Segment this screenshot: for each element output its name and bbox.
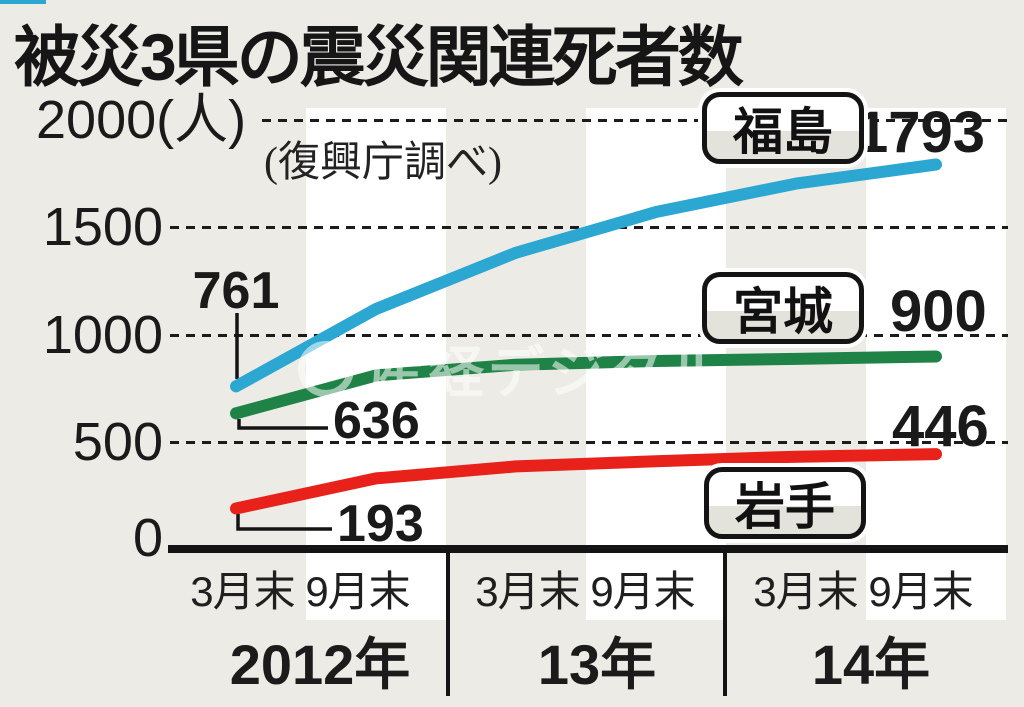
x-tick-labels-2013: 3月末 9月末	[475, 568, 695, 615]
leader-line-636	[237, 419, 328, 430]
x-tick-labels-2012: 3月末 9月末	[190, 568, 410, 615]
end-value-iwate: 446	[892, 394, 989, 459]
data-line-iwate	[230, 448, 942, 515]
series-label-iwate: 岩手	[704, 467, 866, 539]
year-label-2012: 2012年	[229, 633, 411, 696]
y-axis-label-500: 500	[72, 412, 163, 472]
top-edge-sliver	[0, 0, 46, 4]
background-stripe	[306, 108, 446, 620]
year-separator	[446, 552, 450, 696]
start-value-fukushima: 761	[192, 262, 280, 320]
start-value-miyagi: 636	[333, 392, 420, 450]
leader-line-193	[236, 514, 332, 531]
y-axis-label-2000: 2000(人)	[36, 90, 247, 150]
source-note: (復興庁調べ)	[264, 140, 502, 186]
start-value-iwate: 193	[337, 495, 424, 553]
series-label-miyagi-text: 宮城	[733, 284, 833, 340]
year-label-2014: 14年	[811, 633, 931, 696]
series-label-miyagi: 宮城	[702, 272, 864, 344]
end-value-miyagi: 900	[890, 279, 987, 344]
x-tick-labels-2014: 3月末 9月末	[753, 568, 973, 615]
background-stripe	[866, 108, 1006, 620]
end-value-fukushima: 1793	[856, 100, 986, 165]
series-label-fukushima-text: 福島	[733, 104, 833, 160]
year-separator	[723, 552, 727, 696]
data-line-fukushima	[230, 158, 942, 393]
y-axis-label-1000: 1000	[42, 305, 163, 365]
year-label-2013: 13年	[537, 633, 657, 696]
x-axis-baseline	[168, 545, 1008, 553]
gridline-2000	[262, 118, 1008, 122]
series-label-fukushima: 福島	[702, 92, 864, 164]
chart-title: 被災3県の震災関連死者数	[14, 20, 744, 94]
y-axis-label-0: 0	[132, 508, 163, 568]
gridline-500	[170, 441, 1008, 444]
y-axis-label-1500: 1500	[42, 197, 163, 257]
gridline-1000	[170, 333, 1008, 337]
series-label-iwate-text: 岩手	[735, 479, 835, 535]
